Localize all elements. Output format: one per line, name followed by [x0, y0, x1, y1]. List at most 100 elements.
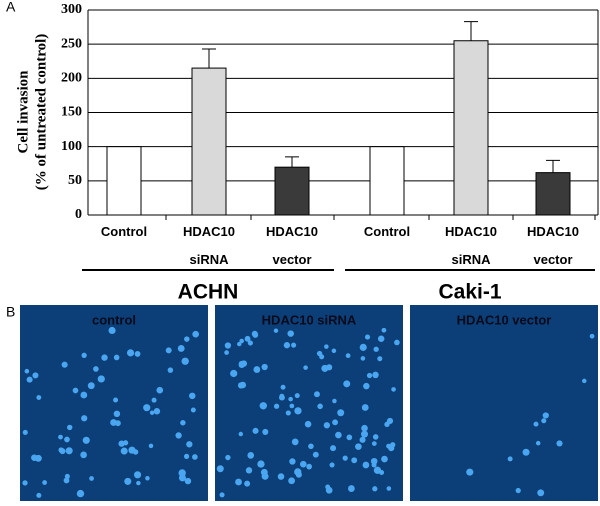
error-bar [464, 21, 478, 41]
cell [165, 347, 172, 354]
cell [535, 440, 541, 446]
cell [303, 365, 308, 370]
cell [361, 430, 368, 438]
cell [294, 407, 302, 415]
cell [180, 420, 186, 426]
cell [148, 443, 154, 449]
cell [247, 452, 255, 459]
cell [252, 427, 259, 434]
cell [287, 330, 294, 337]
cell [343, 380, 351, 388]
cell [72, 387, 79, 394]
y-axis-label: Cell invasion (% of untreated control) [15, 34, 49, 191]
cell [288, 396, 293, 402]
cell [372, 434, 379, 440]
cell [177, 345, 185, 352]
cell [247, 340, 253, 346]
cell [314, 391, 320, 398]
cell [36, 492, 42, 498]
bar [453, 40, 489, 216]
cell [123, 440, 129, 446]
cell [390, 442, 396, 448]
cell [80, 391, 88, 399]
image-label: control [92, 312, 136, 327]
cell [351, 457, 358, 464]
y-tick-label: 250 [61, 36, 82, 51]
cell [151, 397, 157, 403]
cell [541, 418, 547, 424]
y-tick-label: 0 [75, 207, 82, 222]
image-label: HDAC10 siRNA [262, 312, 357, 327]
cell [283, 342, 291, 349]
cell [80, 451, 87, 459]
cell [259, 402, 267, 410]
cell [224, 342, 232, 349]
cell [306, 463, 312, 470]
cell [134, 351, 141, 357]
cell [372, 371, 379, 379]
cell [34, 454, 42, 462]
error-bar [546, 159, 560, 173]
cell [294, 393, 300, 399]
cell [76, 489, 85, 498]
cell [81, 415, 88, 422]
cell [120, 447, 128, 455]
cell [114, 420, 121, 427]
cell [515, 487, 521, 494]
cell [181, 357, 189, 365]
cell [312, 451, 319, 458]
cell [280, 384, 286, 390]
cell [244, 480, 251, 487]
y-label-line: (% of untreated control) [33, 34, 49, 191]
cell [359, 436, 366, 443]
bar [191, 67, 227, 216]
x-tick-label: HDAC10 vector [265, 224, 318, 267]
cell [330, 445, 337, 452]
x-tick-label: Control [100, 224, 148, 239]
cell [58, 434, 63, 440]
cell [192, 330, 200, 338]
cell [93, 366, 99, 372]
y-label-line: Cell invasion [15, 70, 31, 154]
cell [124, 477, 132, 485]
bar [274, 166, 310, 216]
cell [507, 456, 513, 462]
cell [326, 364, 333, 371]
cell [308, 443, 314, 450]
cell [381, 327, 387, 333]
cell [26, 376, 33, 383]
cell [589, 333, 595, 339]
cell [384, 421, 390, 428]
cell [300, 460, 307, 468]
cell [379, 469, 385, 475]
cell [64, 436, 70, 443]
cell [373, 346, 379, 352]
cell [113, 354, 120, 361]
cell [279, 393, 285, 399]
cell [244, 335, 251, 342]
cell [386, 486, 392, 491]
panel-label: A [6, 0, 16, 15]
cell [190, 407, 196, 413]
bar [535, 172, 571, 216]
cell [61, 361, 68, 368]
cell [89, 476, 94, 481]
cell [192, 454, 198, 460]
bar [369, 146, 405, 216]
cell [324, 344, 329, 349]
cell [582, 378, 587, 384]
cell [289, 403, 295, 409]
cell [257, 460, 265, 468]
cell [522, 448, 530, 456]
cell [167, 367, 174, 373]
cell [289, 458, 296, 465]
cell [251, 330, 258, 337]
cell [342, 455, 348, 461]
micro-image [410, 305, 598, 501]
panel-label: B [6, 304, 15, 320]
cell [331, 348, 337, 354]
cell [237, 382, 245, 389]
cell [143, 404, 151, 412]
